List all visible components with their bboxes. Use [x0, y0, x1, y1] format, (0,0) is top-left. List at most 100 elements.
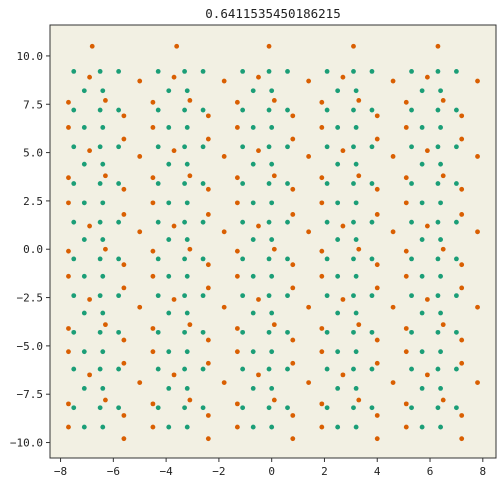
scatter-point-s0-71 — [182, 220, 187, 225]
scatter-point-s0-156 — [351, 108, 356, 113]
scatter-point-s1-42 — [151, 175, 156, 180]
scatter-point-s1-175 — [475, 79, 480, 84]
scatter-point-s1-83 — [235, 401, 240, 406]
scatter-point-s1-145 — [404, 100, 409, 105]
scatter-point-s1-31 — [121, 212, 126, 217]
scatter-point-s1-119 — [319, 425, 324, 430]
scatter-point-s0-24 — [100, 237, 105, 242]
scatter-point-s0-131 — [267, 293, 272, 298]
scatter-point-s0-85 — [156, 330, 161, 335]
scatter-point-s0-232 — [454, 293, 459, 298]
scatter-point-s1-159 — [425, 372, 430, 377]
scatter-point-s1-105 — [306, 79, 311, 84]
scatter-point-s0-176 — [351, 257, 356, 262]
scatter-point-s0-110 — [240, 144, 245, 149]
x-tick-label: 0 — [268, 465, 275, 478]
scatter-point-s1-24 — [103, 398, 108, 403]
scatter-point-s0-39 — [100, 349, 105, 354]
scatter-point-s0-108 — [251, 125, 256, 130]
scatter-point-s0-19 — [100, 200, 105, 205]
scatter-point-s0-41 — [98, 367, 103, 372]
scatter-point-s1-90 — [272, 98, 277, 103]
scatter-point-s0-130 — [240, 293, 245, 298]
scatter-point-s1-162 — [441, 247, 446, 252]
scatter-point-s0-3 — [82, 88, 87, 93]
scatter-point-s1-174 — [459, 436, 464, 441]
scatter-point-s1-25 — [121, 113, 126, 118]
scatter-point-s0-7 — [116, 108, 121, 113]
scatter-point-s0-2 — [116, 69, 121, 74]
scatter-point-s0-77 — [201, 257, 206, 262]
scatter-point-s1-173 — [459, 361, 464, 366]
scatter-point-s0-0 — [71, 69, 76, 74]
scatter-point-s0-154 — [354, 88, 359, 93]
scatter-point-s1-81 — [235, 326, 240, 331]
scatter-point-s1-138 — [375, 361, 380, 366]
scatter-point-s0-203 — [420, 88, 425, 93]
scatter-point-s1-134 — [375, 413, 380, 418]
scatter-point-s0-13 — [82, 162, 87, 167]
scatter-point-s1-36 — [137, 154, 142, 159]
scatter-point-s0-127 — [285, 257, 290, 262]
scatter-point-s0-159 — [354, 125, 359, 130]
scatter-point-s1-20 — [103, 98, 108, 103]
scatter-point-s1-143 — [391, 305, 396, 310]
scatter-point-s1-146 — [404, 125, 409, 130]
scatter-point-s0-21 — [98, 220, 103, 225]
scatter-point-s0-1 — [98, 69, 103, 74]
scatter-point-s0-177 — [370, 257, 375, 262]
scatter-point-s1-15 — [87, 75, 92, 80]
scatter-point-s0-204 — [438, 88, 443, 93]
scatter-point-s1-70 — [222, 79, 227, 84]
scatter-point-s1-22 — [103, 247, 108, 252]
scatter-point-s0-219 — [438, 200, 443, 205]
scatter-point-s1-102 — [290, 285, 295, 290]
y-tick-label: −5.0 — [17, 340, 44, 353]
scatter-point-s0-213 — [420, 162, 425, 167]
scatter-point-s1-21 — [103, 173, 108, 178]
scatter-point-s0-145 — [240, 405, 245, 410]
scatter-point-s1-172 — [459, 285, 464, 290]
x-tick-label: 2 — [321, 465, 328, 478]
scatter-point-s0-243 — [420, 386, 425, 391]
scatter-point-s0-28 — [82, 274, 87, 279]
scatter-point-s0-169 — [354, 200, 359, 205]
scatter-point-s0-161 — [351, 144, 356, 149]
scatter-point-s0-201 — [436, 69, 441, 74]
scatter-point-s0-206 — [436, 108, 441, 113]
scatter-point-s1-108 — [306, 305, 311, 310]
scatter-point-s1-158 — [425, 297, 430, 302]
scatter-point-s0-47 — [116, 405, 121, 410]
scatter-point-s1-91 — [272, 173, 277, 178]
scatter-point-s1-155 — [425, 75, 430, 80]
scatter-point-s1-75 — [235, 100, 240, 105]
scatter-point-s1-0 — [90, 44, 95, 49]
scatter-point-s1-92 — [272, 247, 277, 252]
scatter-point-s0-50 — [156, 69, 161, 74]
scatter-point-s1-157 — [425, 224, 430, 229]
scatter-point-s0-84 — [185, 311, 190, 316]
scatter-point-s1-131 — [375, 187, 380, 192]
scatter-point-s1-16 — [87, 148, 92, 153]
scatter-point-s1-30 — [121, 137, 126, 142]
scatter-point-s0-160 — [325, 144, 330, 149]
scatter-point-s1-149 — [404, 249, 409, 254]
scatter-point-s0-162 — [370, 144, 375, 149]
scatter-point-s1-123 — [341, 297, 346, 302]
scatter-point-s1-97 — [290, 262, 295, 267]
scatter-point-s0-106 — [267, 108, 272, 113]
scatter-point-s0-81 — [182, 293, 187, 298]
scatter-point-s1-62 — [206, 262, 211, 267]
scatter-point-s0-165 — [325, 181, 330, 186]
scatter-point-s1-43 — [151, 200, 156, 205]
scatter-point-s0-195 — [325, 405, 330, 410]
scatter-point-s1-19 — [87, 372, 92, 377]
scatter-point-s0-58 — [166, 125, 171, 130]
scatter-point-s0-59 — [185, 125, 190, 130]
scatter-point-s0-218 — [420, 200, 425, 205]
scatter-point-s1-60 — [206, 113, 211, 118]
scatter-point-s0-99 — [185, 425, 190, 430]
scatter-point-s0-181 — [351, 293, 356, 298]
scatter-point-s0-141 — [267, 367, 272, 372]
scatter-point-s1-2 — [267, 44, 272, 49]
